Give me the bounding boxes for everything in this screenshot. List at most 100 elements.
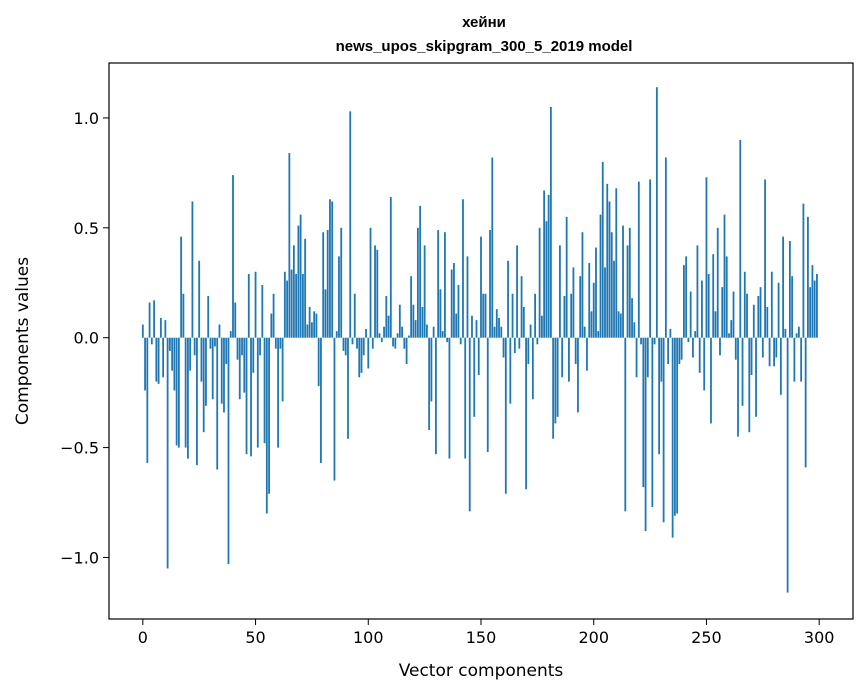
bar [646, 337, 649, 378]
y-tick-label: −0.5 [60, 439, 99, 458]
bar [173, 337, 176, 391]
bar [315, 313, 318, 338]
bar [414, 320, 417, 338]
bar [299, 214, 302, 338]
bar [802, 203, 805, 338]
bar [581, 232, 584, 338]
bar [459, 337, 462, 345]
bar [340, 227, 343, 338]
bar [739, 139, 742, 338]
bar [288, 153, 291, 338]
bar [522, 306, 525, 338]
bar [189, 337, 192, 371]
bar [788, 241, 791, 338]
bar [579, 276, 582, 338]
bar [374, 245, 376, 338]
bar [216, 337, 219, 470]
bar [324, 289, 327, 338]
bar [477, 337, 480, 376]
bar [362, 337, 365, 356]
bar [184, 337, 187, 448]
bar [462, 199, 464, 338]
y-tick-label: 0.5 [74, 219, 99, 238]
bar [198, 260, 201, 338]
bar [220, 337, 223, 404]
bar [486, 337, 489, 452]
bar [196, 337, 198, 466]
bar [520, 276, 523, 338]
bar [311, 322, 313, 338]
bar [673, 337, 676, 516]
bar [306, 324, 309, 338]
bar [773, 337, 775, 367]
bar [387, 315, 390, 338]
bar [356, 337, 358, 349]
bar [658, 337, 661, 455]
bar [146, 337, 149, 463]
bar [764, 179, 766, 338]
bar [694, 331, 697, 338]
x-tick-label: 0 [138, 628, 148, 647]
bar [502, 337, 505, 358]
bar [338, 256, 340, 338]
y-tick-label: −1.0 [60, 548, 99, 567]
bar [604, 267, 606, 338]
bar [491, 157, 494, 338]
bar [448, 337, 451, 459]
bar [313, 311, 316, 338]
bar [570, 293, 573, 338]
bar [732, 291, 735, 338]
bar [606, 183, 609, 338]
bar [432, 326, 435, 338]
bar [342, 337, 345, 351]
bar [410, 276, 413, 338]
y-tick-label: 0.0 [74, 329, 99, 348]
bar [493, 326, 496, 338]
bar [353, 293, 356, 338]
bar [692, 337, 694, 358]
bar [232, 175, 234, 338]
bar [707, 273, 710, 338]
bar [768, 337, 771, 367]
bar [168, 337, 171, 351]
bar [791, 276, 794, 338]
bar [218, 324, 221, 338]
bar [549, 106, 552, 338]
bar [631, 298, 633, 338]
x-tick-label: 300 [804, 628, 835, 647]
bar [396, 333, 399, 338]
bar [633, 322, 636, 338]
bar [279, 337, 282, 349]
bar [683, 265, 685, 338]
plot-frame [108, 62, 854, 620]
bar [507, 260, 509, 338]
bar [662, 337, 665, 523]
bar [205, 337, 207, 406]
bar [660, 337, 663, 382]
bar [274, 337, 277, 349]
bar [405, 337, 408, 365]
bar [534, 293, 537, 338]
bar [250, 337, 252, 457]
bar [351, 337, 354, 345]
bar [509, 337, 512, 404]
bar [622, 225, 624, 338]
bar [254, 271, 257, 338]
bar [435, 337, 437, 455]
bar [628, 227, 631, 338]
bar [547, 194, 550, 338]
bar [202, 337, 205, 433]
bar [453, 262, 455, 338]
bar [482, 293, 485, 338]
bar [752, 304, 755, 338]
bar [153, 300, 155, 338]
bar [392, 337, 394, 347]
bar [270, 313, 273, 338]
bar [504, 337, 507, 494]
bar [518, 337, 521, 349]
bar [811, 265, 814, 338]
bar [572, 267, 575, 338]
bar [568, 337, 570, 382]
bar [423, 245, 426, 338]
